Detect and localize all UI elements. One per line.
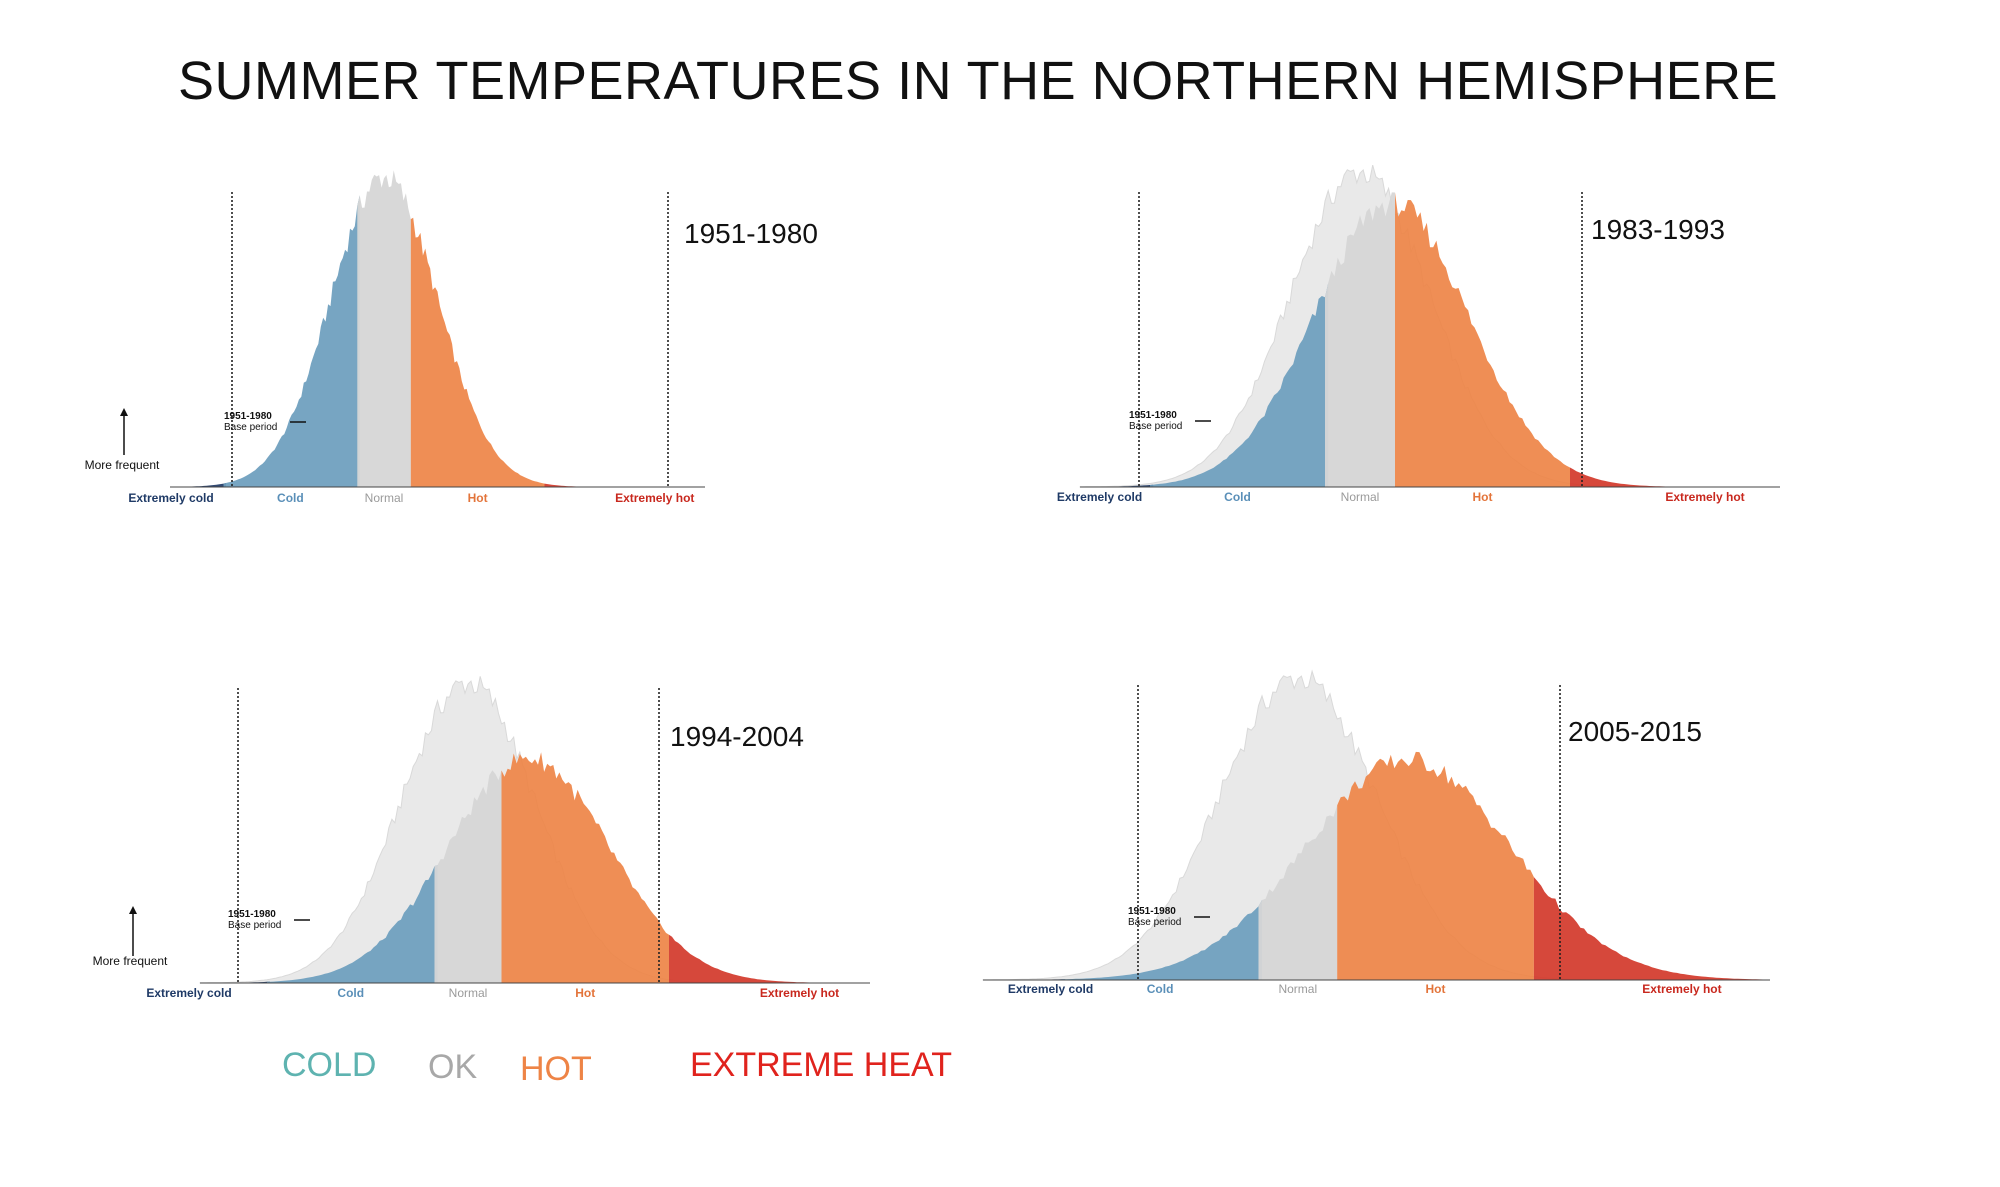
base-period-label-text: Base period [1129,421,1182,432]
label-cold: Cold [337,986,364,1000]
cold-area [267,865,438,983]
label-normal: Normal [1278,982,1317,996]
more-frequent-label: More frequent [93,954,168,968]
label-extremely-hot: Extremely hot [1642,982,1721,996]
label-hot: Hot [575,986,595,1000]
label-extremely-hot: Extremely hot [1665,490,1744,504]
more-frequent-label: More frequent [85,458,160,472]
label-normal: Normal [449,986,488,1000]
hot-area [501,752,669,983]
extremely-hot-area [1570,467,1780,487]
normal-area [1258,805,1338,980]
cold-area [223,195,360,488]
hot-area [1337,751,1534,980]
cold-area [1150,283,1329,487]
base-period-label-text: Base period [224,422,277,433]
more-frequent-arrow-icon [120,408,128,416]
label-normal: Normal [1341,490,1380,504]
chart-main-title: SUMMER TEMPERATURES IN THE NORTHERN HEMI… [178,51,1779,111]
label-extremely-hot: Extremely hot [760,986,839,1000]
period-title: 1983-1993 [1591,214,1725,245]
extremely-cold-area [1080,484,1154,487]
extremely-hot-area [544,483,705,487]
chart-panel-1983-1993: 1983-1993 Extremely cold Cold Normal Hot Extr… [1057,164,1780,504]
label-hot: Hot [1473,490,1493,504]
label-extremely-cold: Extremely cold [128,491,213,505]
base-period-label-text: Base period [228,920,281,931]
base-period-label-text: Base period [1128,917,1181,928]
label-hot: Hot [1426,982,1446,996]
hot-area [1395,192,1570,487]
extremely-hot-area [1533,877,1770,980]
label-extremely-hot: Extremely hot [615,491,694,505]
label-extremely-cold: Extremely cold [1008,982,1093,996]
more-frequent-arrow-icon [129,906,137,914]
hot-area [410,217,545,487]
base-period-label-year: 1951-1980 [1128,906,1176,917]
chart-panel-2005-2015: 2005-2015 Extremely cold Cold Normal Hot Extr… [982,669,1770,996]
base-period-label-year: 1951-1980 [228,909,276,920]
label-extremely-cold: Extremely cold [1057,490,1142,504]
base-period-label-year: 1951-1980 [1129,410,1177,421]
label-cold: Cold [1224,490,1251,504]
chart-panel-1951-1980: 1951-1980 Extremely cold Cold Normal Hot Extr… [85,170,818,505]
period-title: 2005-2015 [1568,716,1702,747]
extremely-cold-area [170,483,226,487]
label-normal: Normal [365,491,404,505]
cold-area [1061,900,1262,980]
chart-panel-1994-2004: 1994-2004 Extremely cold Cold Normal Hot Extr… [93,676,870,1000]
period-title: 1951-1980 [684,218,818,249]
normal-area [357,170,411,487]
label-extremely-cold: Extremely cold [146,986,231,1000]
label-cold: Cold [277,491,304,505]
period-title: 1994-2004 [670,721,804,752]
base-period-label-year: 1951-1980 [224,411,272,422]
label-cold: Cold [1147,982,1174,996]
normal-area [1325,192,1395,487]
label-hot: Hot [468,491,488,505]
normal-area [434,770,502,983]
extremely-hot-area [669,934,870,983]
